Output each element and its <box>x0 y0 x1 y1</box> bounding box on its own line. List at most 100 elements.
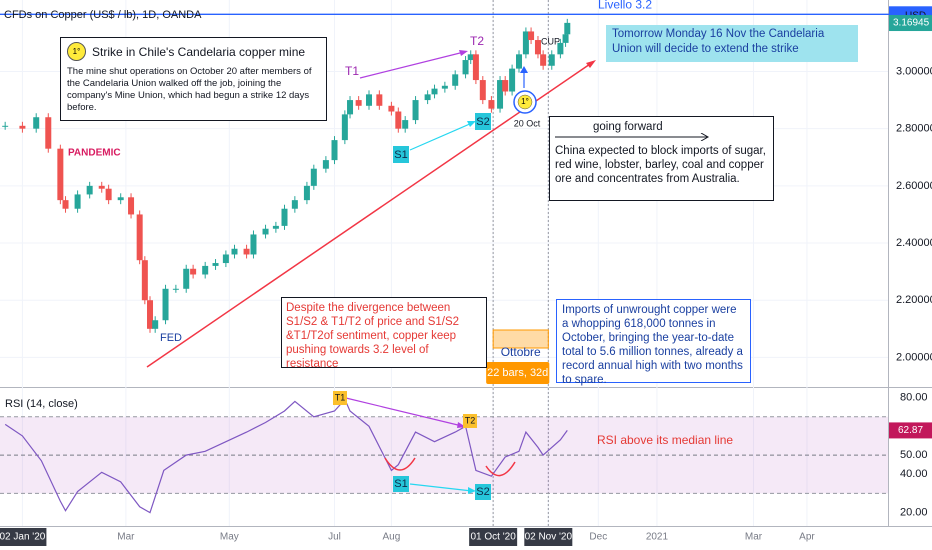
last-price-tag <box>889 15 932 32</box>
rsi-last-label: 62.87 <box>898 425 923 436</box>
candle <box>522 31 529 55</box>
candle <box>45 117 52 149</box>
y-tick-label: 2.40000 <box>896 237 932 249</box>
candle <box>183 268 190 289</box>
x-tick-label: 01 Oct '20 <box>471 532 517 543</box>
candle <box>467 54 474 61</box>
event-badge: 1° <box>521 97 529 106</box>
strike-text: The mine shut operations on October 20 a… <box>67 66 312 113</box>
candle <box>365 94 372 106</box>
s1-badge <box>393 146 409 163</box>
candle <box>528 31 535 41</box>
candle <box>250 234 257 255</box>
candle <box>57 148 64 201</box>
rsi-t1-label: T1 <box>335 392 346 402</box>
strike-header: 1° Strike in Chile's Candelaria copper m… <box>67 42 320 61</box>
candle <box>322 160 329 169</box>
candle <box>86 185 93 195</box>
candle <box>117 197 124 201</box>
x-tick-label: Mar <box>117 532 135 543</box>
candle <box>19 125 26 129</box>
candle <box>331 140 338 161</box>
level-label: Livello 3.2 <box>598 0 652 11</box>
axis-labels: 2.00000 2.20000 2.40000 2.60000 2.80000 3.000… <box>0 15 932 546</box>
y-tick-label: 2.60000 <box>896 180 932 192</box>
candle <box>212 263 219 266</box>
rsi-t-arrow <box>345 397 463 427</box>
trend-arrowhead <box>586 60 596 68</box>
candle <box>105 188 112 201</box>
candle <box>472 54 479 81</box>
rsi-line <box>4 398 568 514</box>
s1-label: S1 <box>394 149 407 161</box>
candle <box>502 80 509 92</box>
event-date: 20 Oct <box>514 118 541 128</box>
candle <box>509 68 516 92</box>
candle <box>303 185 310 201</box>
candle <box>388 105 395 112</box>
t2-label: T2 <box>470 34 484 48</box>
chart-title: CFDs on Copper (US$ / lb), 1D, OANDA <box>4 9 202 21</box>
candle <box>462 60 469 75</box>
candle <box>243 248 250 255</box>
candle <box>557 42 564 55</box>
trend-line <box>146 61 594 368</box>
rsi-s2-label: S2 <box>476 486 489 498</box>
rsi-s2-badge <box>475 484 491 500</box>
t1-label: T1 <box>345 64 359 78</box>
imports-box: Imports of unwrought copper were a whopp… <box>556 299 751 386</box>
x-tick-label: Dec <box>589 532 607 543</box>
x-tick-label: 02 Jan '20 <box>0 532 46 543</box>
rsi-t1-badge <box>333 391 347 405</box>
candle <box>452 74 459 86</box>
candle <box>395 111 402 129</box>
rsi-last-tag <box>889 422 932 439</box>
t-arrow <box>359 51 465 79</box>
candle <box>190 268 197 275</box>
candle <box>2 125 9 127</box>
s2-badge <box>475 113 491 130</box>
y-tick-label: 2.20000 <box>896 294 932 306</box>
fed-label: FED <box>160 332 182 344</box>
rsi-t2-label: T2 <box>465 415 476 425</box>
candle <box>540 54 547 66</box>
candle <box>341 114 348 141</box>
cup-label: CUP <box>541 36 560 46</box>
candle <box>136 214 143 261</box>
candle <box>424 94 431 101</box>
candle <box>74 194 81 209</box>
rsi-s1-badge <box>393 476 409 492</box>
x-tick-label: May <box>220 532 239 543</box>
rsi-tick-label: 20.00 <box>900 506 928 518</box>
s2-label: S2 <box>476 116 489 128</box>
rsi-title: RSI (14, close) <box>5 398 78 410</box>
rsi-t2-badge <box>463 414 477 428</box>
x-tick-label: Apr <box>799 532 815 543</box>
going-forward-label: going forward <box>593 121 663 133</box>
candle <box>162 288 169 321</box>
strike-badge: 1° <box>67 42 86 61</box>
candle <box>479 80 486 101</box>
candle <box>562 34 569 43</box>
candle <box>497 80 504 109</box>
candle <box>222 254 229 264</box>
tomorrow-box: Tomorrow Monday 16 Nov the Candelaria Un… <box>606 25 858 62</box>
candle <box>33 117 40 129</box>
t-arrowhead <box>459 50 468 56</box>
s-arrowhead <box>467 121 476 127</box>
range-info-bg <box>486 362 550 384</box>
candle <box>534 40 541 55</box>
strike-title: Strike in Chile's Candelaria copper mine <box>92 44 306 59</box>
rsi-s-arrow <box>409 483 473 492</box>
candle <box>98 185 105 189</box>
strike-box: 1° Strike in Chile's Candelaria copper m… <box>60 37 327 121</box>
event-arrowhead <box>520 66 528 73</box>
rsi-s2-arc <box>485 461 516 477</box>
candle <box>147 300 154 329</box>
candle <box>231 248 238 255</box>
x-tick-label: 2021 <box>646 532 669 543</box>
rsi-s1-arc <box>384 457 416 471</box>
china-text: China expected to block imports of sugar… <box>555 145 766 185</box>
